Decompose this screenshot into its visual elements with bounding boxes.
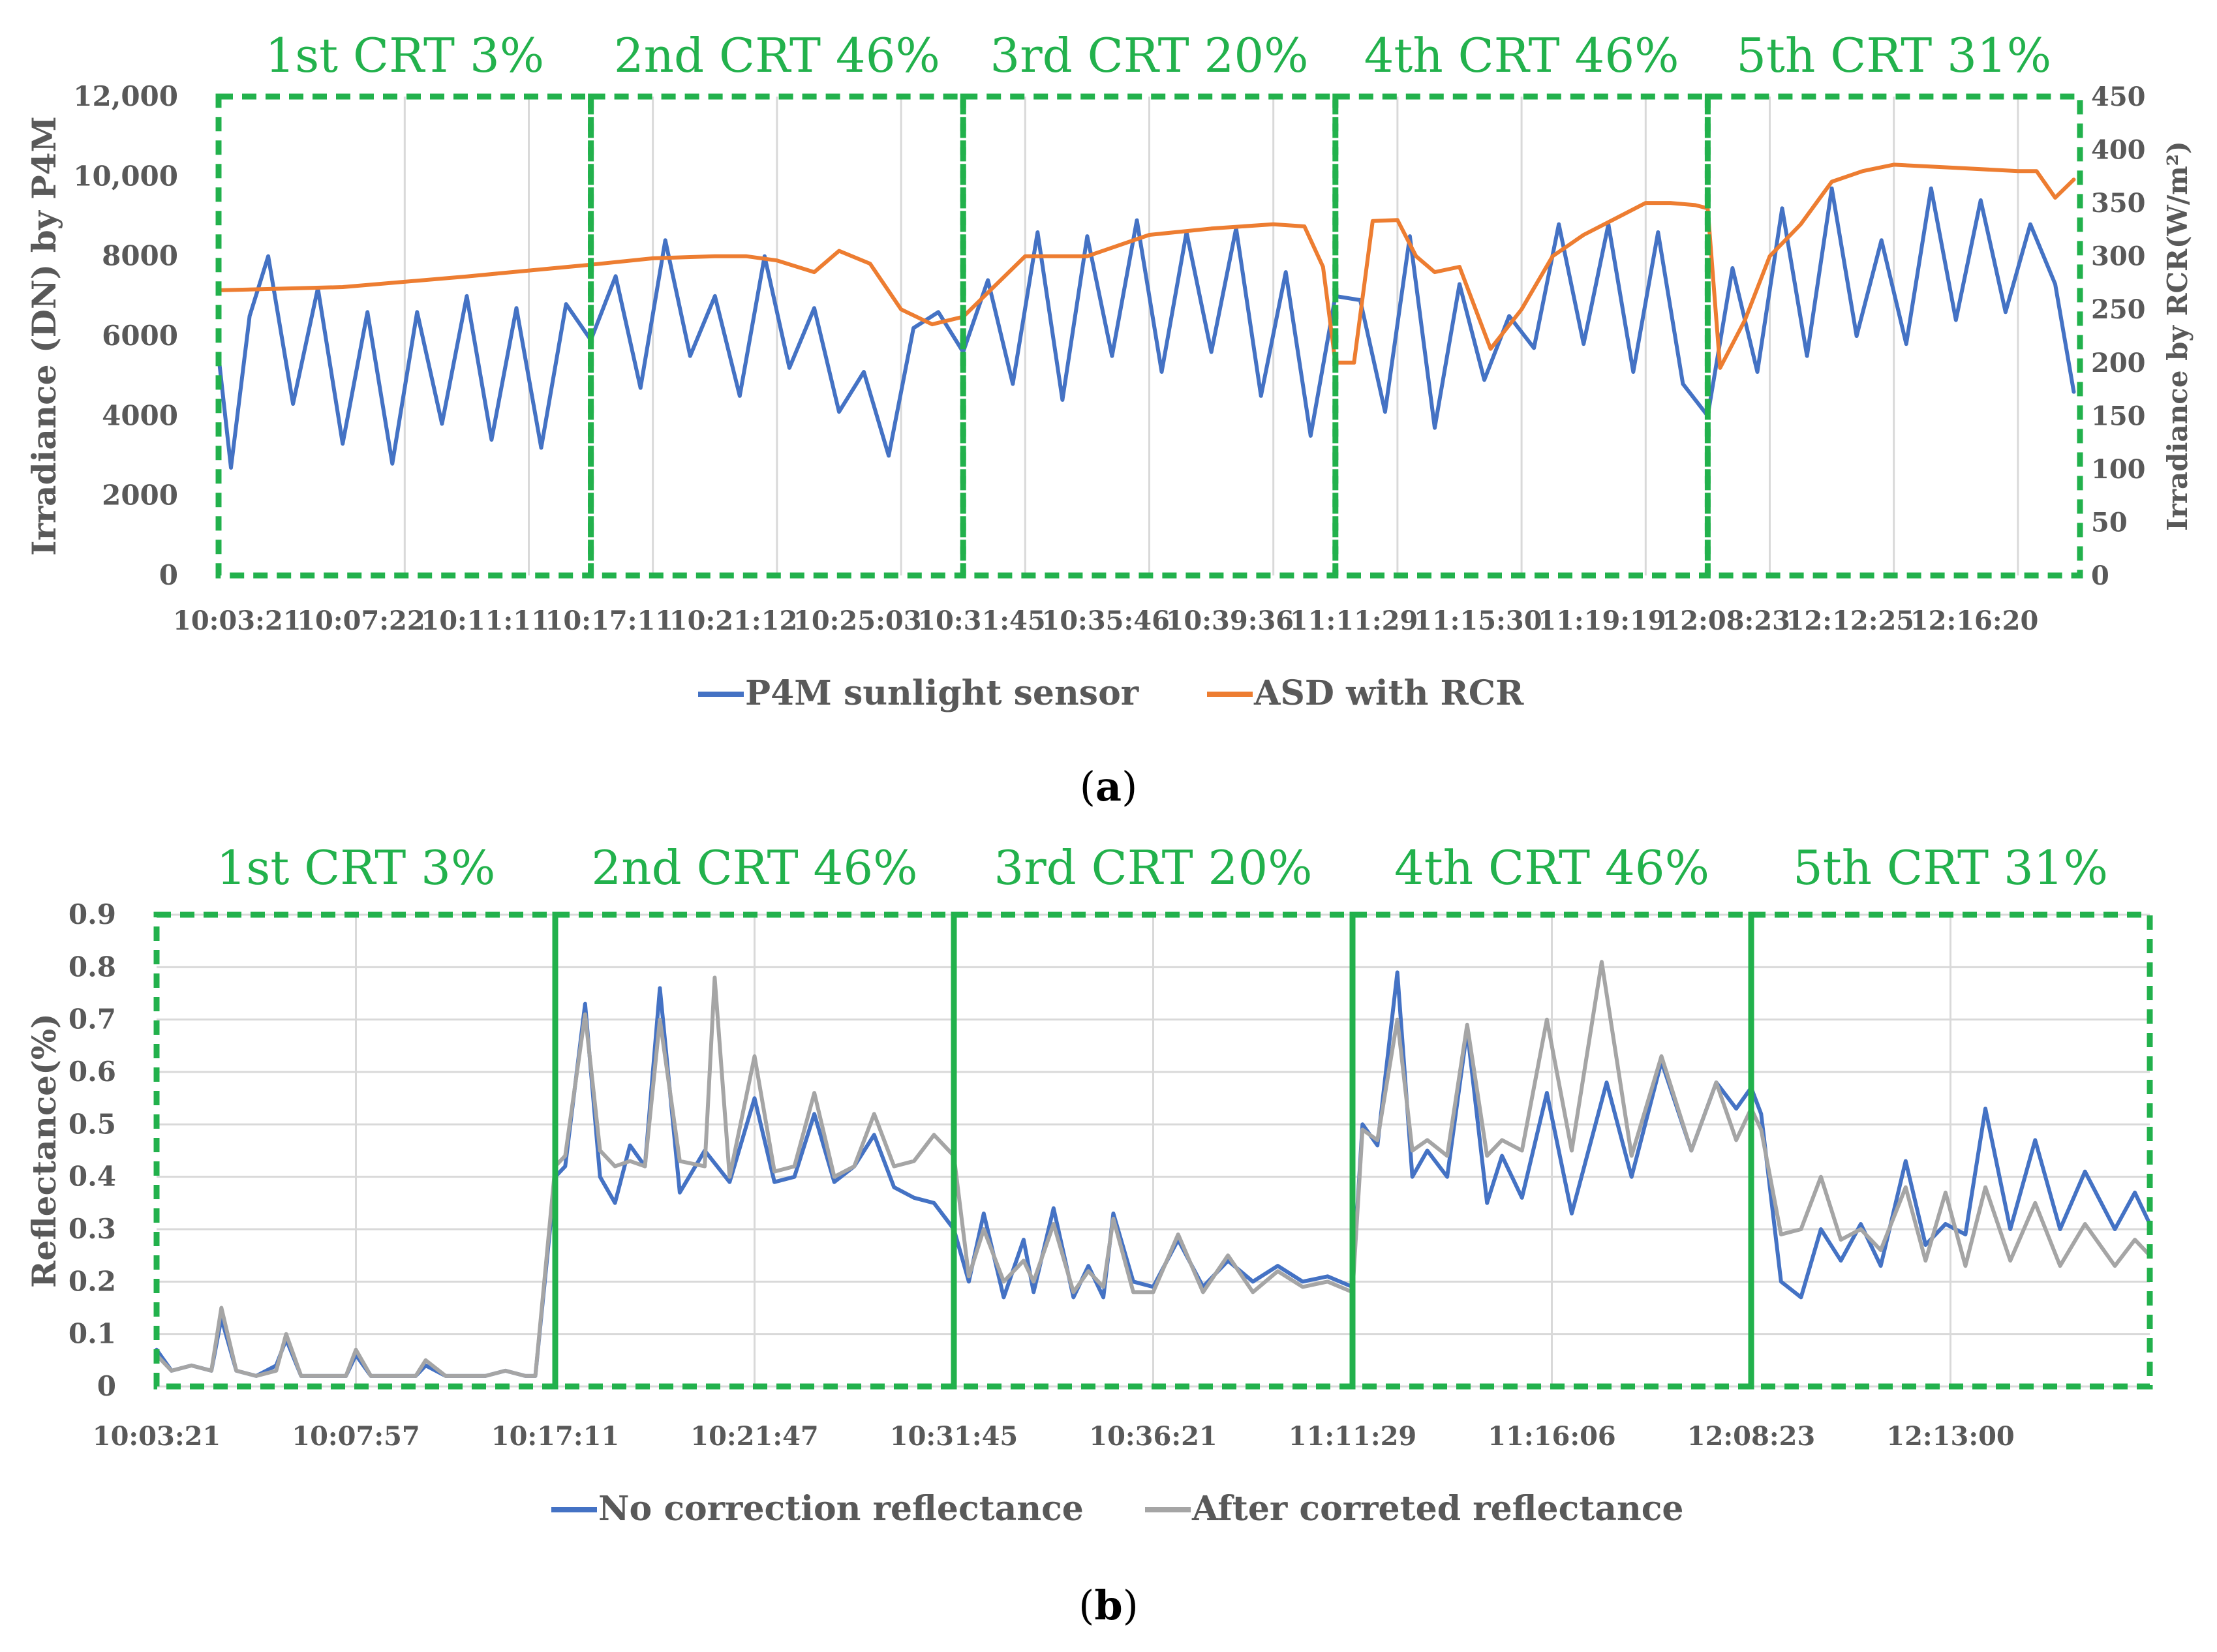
x-tick-label: 10:07:57	[292, 1421, 420, 1452]
x-tick-label: 10:31:45	[890, 1421, 1018, 1452]
x-tick-label: 11:11:29	[1290, 605, 1418, 636]
panel-a-chart: 0 2000 4000 6000 8000 10,000 12,000 0 50 100 150 20…	[25, 28, 2194, 713]
section-title: 4th CRT 46%	[1364, 28, 1679, 83]
y2-tick-label: 350	[2091, 188, 2146, 219]
x-tick-label: 10:11:11	[421, 605, 549, 636]
section-title: 4th CRT 46%	[1394, 840, 1709, 895]
y-tick-label: 0.1	[69, 1318, 116, 1350]
y2-tick-label: 50	[2091, 507, 2128, 538]
section-title: 1st CRT 3%	[265, 28, 544, 83]
panel-b-caption: (b)	[1078, 1582, 1139, 1629]
y-axis-label: Irradiance (DN) by P4M	[25, 116, 63, 556]
y-tick-label: 0	[97, 1370, 116, 1402]
section-title: 2nd CRT 46%	[591, 840, 917, 895]
section-title: 2nd CRT 46%	[614, 28, 940, 83]
x-tick-label: 11:16:06	[1488, 1421, 1616, 1452]
y-tick-label: 10,000	[73, 160, 178, 192]
x-tick-label: 12:13:00	[1886, 1421, 2015, 1452]
y2-tick-label: 100	[2091, 454, 2146, 485]
legend-label: ASD with RCR	[1253, 673, 1524, 713]
x-tick-label: 10:17:11	[545, 605, 674, 636]
x-tick-label: 10:03:21	[173, 605, 301, 636]
x-tick-label: 10:25:03	[793, 605, 922, 636]
x-tick-label: 10:21:47	[690, 1421, 819, 1452]
y2-tick-label: 200	[2091, 348, 2146, 378]
x-tick-label: 10:07:22	[297, 605, 425, 636]
y-tick-label: 0	[159, 559, 178, 591]
y-tick-label: 12,000	[73, 80, 178, 112]
caption-a-letter: a	[1095, 763, 1122, 810]
y2-tick-label: 0	[2091, 560, 2109, 591]
y-tick-label: 4000	[102, 399, 178, 431]
section-title: 1st CRT 3%	[217, 840, 496, 895]
section-title: 5th CRT 31%	[1793, 840, 2108, 895]
y2-axis-label: Irradiance by RCR(W/m²)	[2162, 141, 2194, 531]
x-tick-label: 11:11:29	[1289, 1421, 1417, 1452]
section-title: 3rd CRT 20%	[994, 840, 1312, 895]
series-line-2	[155, 960, 2152, 1378]
x-tick-label: 10:17:11	[491, 1421, 620, 1452]
caption-b-letter: b	[1094, 1582, 1122, 1629]
y-tick-label: 0.4	[69, 1161, 116, 1193]
x-tick-label: 12:08:23	[1687, 1421, 1816, 1452]
x-tick-label: 10:35:46	[1041, 605, 1170, 636]
y-tick-label: 6000	[102, 320, 178, 352]
y-tick-label: 0.8	[69, 951, 116, 983]
series-line-1	[217, 186, 2076, 470]
y-tick-label: 0.7	[69, 1003, 116, 1035]
caption-a-open: (	[1080, 763, 1095, 810]
legend-label: After correted reflectance	[1191, 1489, 1684, 1529]
y2-tick-label: 400	[2091, 135, 2146, 166]
panel-b-chart: 0 0.1 0.2 0.3 0.4 0.5 0.6 0.7 0.8 0.9 10:03:21 10:0…	[25, 840, 2153, 1529]
legend-label: P4M sunlight sensor	[745, 673, 1139, 713]
y-tick-label: 0.3	[69, 1213, 116, 1245]
y-axis-label: Reflectance(%)	[25, 1013, 63, 1288]
x-tick-label: 10:31:45	[917, 605, 1046, 636]
caption-b-open: (	[1078, 1582, 1094, 1629]
x-tick-label: 12:16:20	[1910, 605, 2039, 636]
section-title: 3rd CRT 20%	[990, 28, 1308, 83]
x-tick-label: 10:36:21	[1089, 1421, 1217, 1452]
y2-tick-label: 250	[2091, 294, 2146, 325]
y-tick-label: 0.6	[69, 1056, 116, 1088]
y-tick-label: 0.2	[69, 1265, 116, 1297]
y2-tick-label: 450	[2091, 82, 2146, 112]
series-line-2	[217, 162, 2076, 370]
caption-b-close: )	[1123, 1582, 1139, 1629]
legend-label: No correction reflectance	[598, 1489, 1084, 1529]
section-box	[1748, 911, 2153, 1390]
section-box	[1704, 93, 2083, 579]
caption-a-close: )	[1122, 763, 1137, 810]
x-tick-label: 12:08:23	[1662, 605, 1790, 636]
x-tick-label: 12:12:25	[1786, 605, 1915, 636]
x-tick-label: 11:19:19	[1538, 605, 1666, 636]
y-tick-label: 8000	[102, 240, 178, 272]
y-tick-label: 2000	[102, 480, 178, 512]
y2-tick-label: 300	[2091, 241, 2146, 272]
panel-a-caption: (a)	[1080, 763, 1138, 810]
x-tick-label: 11:15:30	[1414, 605, 1542, 636]
y2-tick-label: 150	[2091, 401, 2146, 431]
y-tick-label: 0.9	[69, 898, 116, 930]
y-tick-label: 0.5	[69, 1108, 116, 1140]
x-tick-label: 10:39:36	[1166, 605, 1294, 636]
x-tick-label: 10:21:12	[669, 605, 798, 636]
x-tick-label: 10:03:21	[93, 1421, 221, 1452]
section-title: 5th CRT 31%	[1736, 28, 2051, 83]
